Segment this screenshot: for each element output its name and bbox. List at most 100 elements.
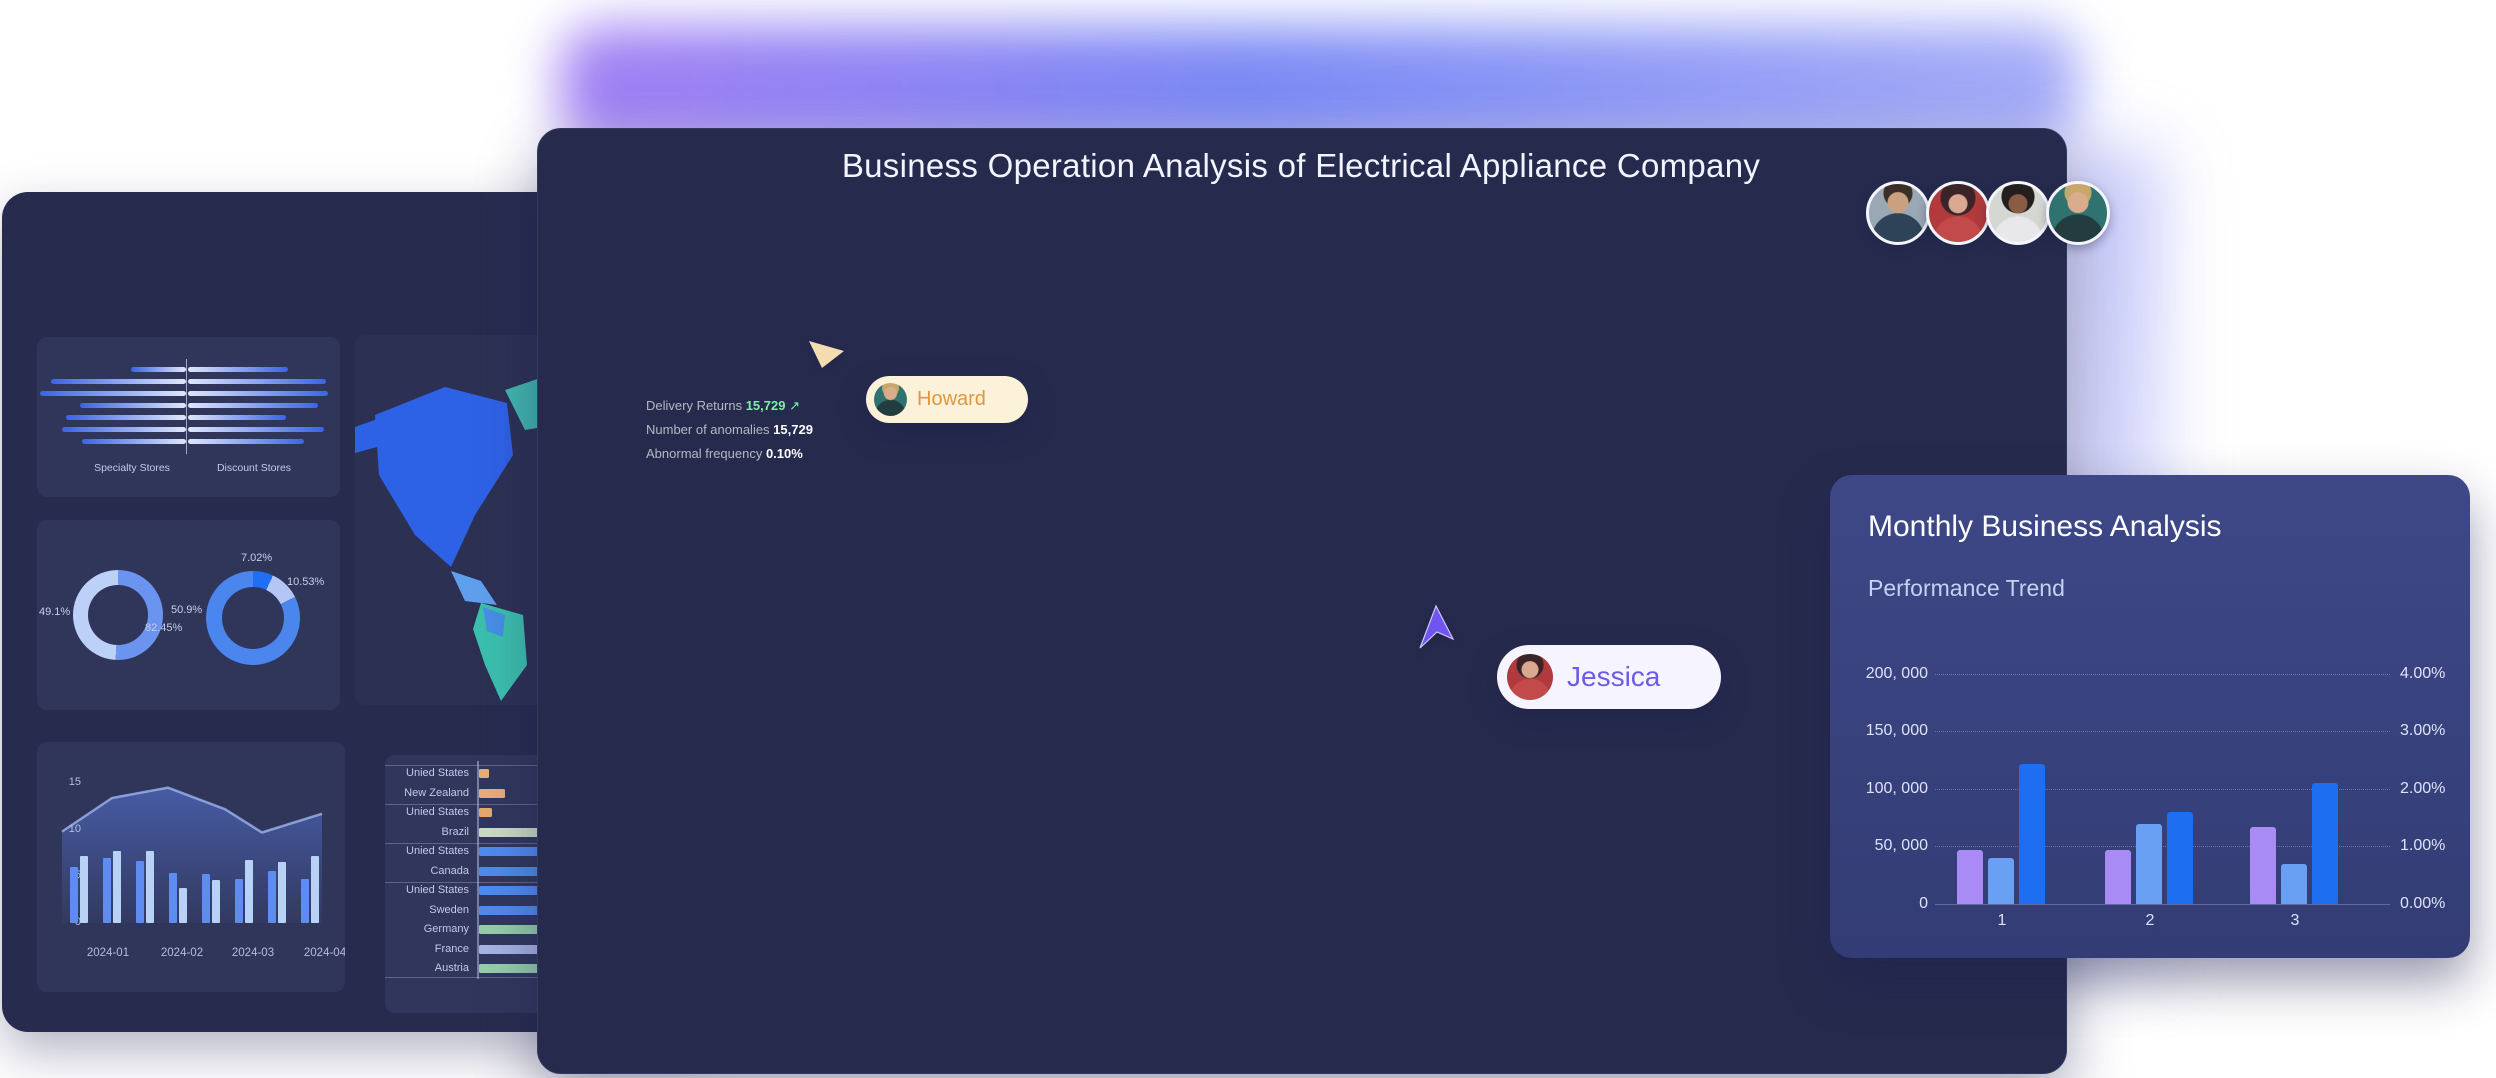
country-label: Brazil — [441, 825, 469, 838]
bar — [80, 855, 88, 923]
bar-left — [80, 403, 186, 408]
separator — [385, 843, 663, 844]
jessica-cursor-label: Jessica — [1497, 645, 1721, 709]
bar-right — [188, 415, 286, 420]
right-tick: 4.00% — [2400, 665, 2446, 682]
bar — [202, 873, 210, 923]
bar-left — [62, 427, 186, 432]
right-tick: 1.00% — [2400, 837, 2446, 854]
bar — [268, 870, 276, 923]
gridline — [1935, 846, 2390, 847]
monthly-subtitle: Performance Trend — [1868, 575, 2065, 601]
x-tick: 2024-04 — [303, 947, 345, 959]
bar — [103, 857, 111, 923]
donut-hole — [88, 585, 148, 645]
monthly-title: Monthly Business Analysis — [1868, 510, 2222, 543]
bar — [179, 887, 187, 923]
jessica-name: Jessica — [1567, 661, 1661, 692]
jessica-avatar — [1507, 654, 1553, 700]
separator — [385, 804, 663, 805]
donut-label: 49.1% — [39, 606, 71, 618]
x-tick: 2024-03 — [231, 947, 275, 959]
right-tick: 0.00% — [2400, 895, 2446, 912]
y-tick: 10 — [68, 822, 81, 835]
bar — [235, 879, 243, 923]
country-label: Unied States — [406, 806, 469, 818]
separator — [385, 977, 663, 978]
country-label: Unied States — [406, 884, 469, 896]
country-label: France — [434, 942, 469, 955]
monthly-bar — [2136, 823, 2162, 904]
bar-right — [188, 427, 324, 432]
donut-label: 7.02% — [241, 552, 273, 564]
separator — [385, 882, 663, 883]
bar-right — [188, 403, 318, 408]
bar-right — [188, 367, 288, 372]
gridline — [1935, 674, 2390, 675]
background-glow — [560, 26, 2080, 146]
left-tick: 150, 000 — [1865, 722, 1928, 739]
bar — [245, 859, 253, 923]
bar — [212, 880, 220, 923]
donut-label: 50.9% — [171, 604, 203, 616]
donut-hole — [222, 587, 284, 649]
bar-left — [51, 379, 186, 384]
axis-line — [477, 761, 479, 979]
bar — [146, 851, 154, 923]
bar — [311, 855, 319, 923]
delivery-stat: Abnormal frequency 0.10% — [646, 446, 803, 461]
x-tick: 3 — [2290, 912, 2300, 929]
country-label: Canada — [430, 864, 469, 877]
separator — [385, 765, 663, 766]
country-label: Unied States — [406, 767, 469, 779]
delivery-stat: Delivery Returns 15,729 ↗ — [646, 398, 800, 413]
country-label: Austria — [434, 962, 469, 974]
axis-line — [186, 359, 187, 454]
howard-cursor-label: Howard — [866, 376, 1028, 423]
jessica-cursor-icon — [1419, 604, 1455, 649]
donut-label: 82.45% — [145, 622, 183, 634]
x-tick: 2 — [2145, 912, 2155, 929]
country-bar — [479, 808, 492, 817]
main-dashboard-panel: Business Operation Analysis of Electrica… — [537, 128, 2110, 1074]
donut-label: 10.53% — [287, 576, 325, 588]
x-tick: 1 — [1997, 912, 2007, 929]
gridline — [1935, 731, 2390, 732]
monthly-analysis-panel: Monthly Business Analysis Performance Tr… — [1830, 475, 2470, 958]
right-tick: 2.00% — [2400, 780, 2446, 797]
monthly-bar — [2281, 863, 2307, 904]
country-bar — [479, 769, 489, 778]
left-tick: 0 — [1919, 895, 1928, 912]
delivery-stat: Number of anomalies 15,729 — [646, 422, 813, 437]
bar — [301, 879, 309, 923]
avatar[interactable] — [2046, 181, 2110, 245]
left-tick: 50, 000 — [1874, 837, 1928, 854]
bar-right — [188, 391, 328, 396]
bar-left — [131, 367, 186, 372]
right-series-label: Discount Stores — [216, 462, 292, 474]
right-tick: 3.00% — [2400, 722, 2446, 739]
country-label: Germany — [423, 923, 469, 935]
avatar[interactable] — [1866, 181, 1930, 245]
x-axis — [1935, 904, 2390, 905]
bar-left — [82, 439, 186, 444]
country-label: Unied States — [406, 845, 469, 857]
monthly-bar — [2312, 783, 2338, 904]
monthly-bar — [2105, 850, 2131, 904]
avatar[interactable] — [1926, 181, 1990, 245]
howard-avatar — [874, 383, 907, 416]
bar — [278, 862, 286, 923]
avatar[interactable] — [1986, 181, 2050, 245]
page-title: Business Operation Analysis of Electrica… — [841, 147, 1761, 184]
bar-right — [188, 379, 326, 384]
howard-name: Howard — [917, 388, 986, 410]
area-chart — [61, 786, 323, 923]
y-tick: 15 — [68, 776, 81, 788]
bar — [113, 851, 121, 923]
monthly-bar — [2167, 812, 2193, 904]
country-label: New Zealand — [404, 786, 469, 799]
sales-share-donuts-card: 50.9% 49.1% 7.02% 10.53% 82.45% — [37, 520, 340, 710]
country-label: Sweden — [429, 903, 469, 916]
monthly-bar — [2019, 763, 2045, 904]
